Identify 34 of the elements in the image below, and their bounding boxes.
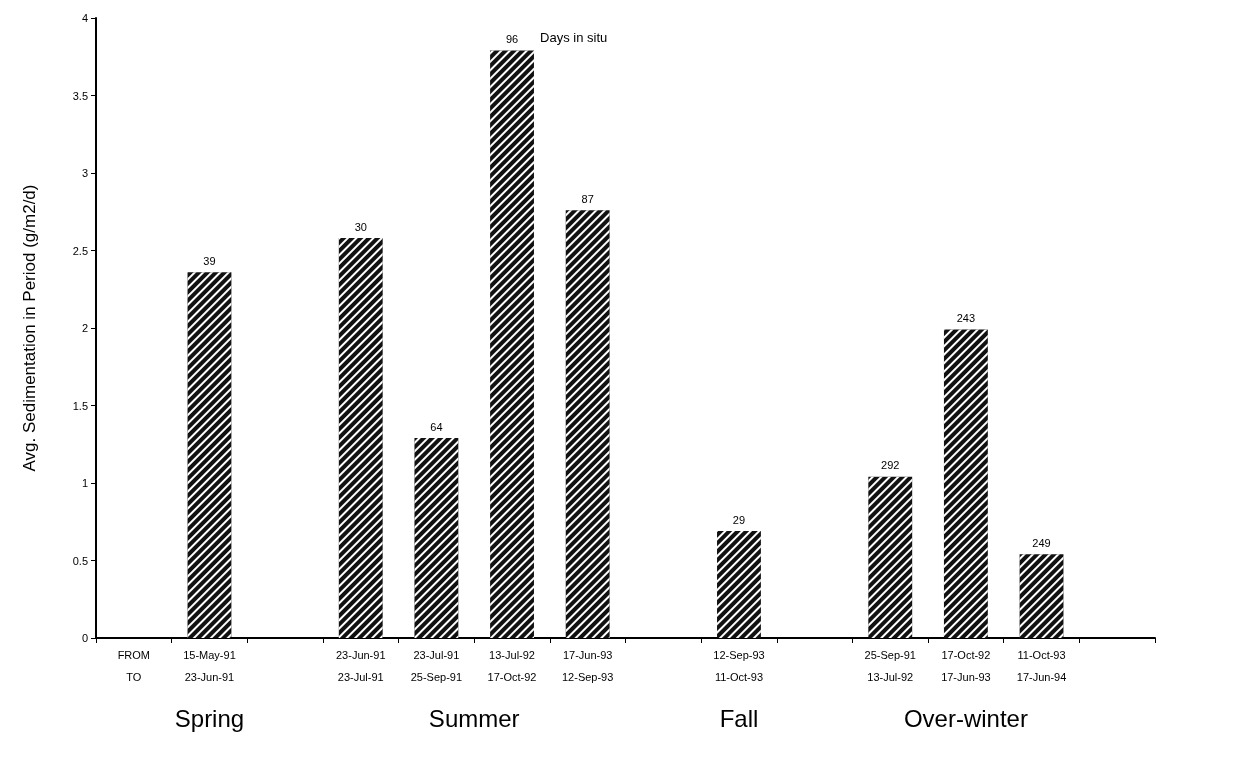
- y-tick-label: 3: [81, 167, 88, 179]
- annotation: 39: [203, 254, 216, 267]
- text: Summer: [428, 704, 520, 732]
- text: Over-winter: [903, 704, 1028, 732]
- x-tick-label: 23-Jun-91 23-Jul-91: [335, 649, 386, 683]
- x-tick-label: 17-Jun-93 12-Sep-93: [561, 649, 614, 683]
- annotation: Days in situ: [540, 30, 608, 46]
- annotation: 30: [354, 220, 367, 233]
- y-tick-label: 2: [81, 322, 88, 334]
- annotation: 249: [1032, 536, 1051, 549]
- y-tick-label: 0.5: [72, 554, 88, 567]
- x-tick-label: 17-Oct-92 17-Jun-93: [941, 649, 991, 683]
- annotation: 243: [956, 312, 976, 325]
- y-tick-label: 1.5: [72, 399, 88, 412]
- annotation: 87: [581, 192, 594, 205]
- y-tick-label: 3.5: [72, 89, 88, 102]
- annotation: 96: [505, 33, 519, 46]
- y-tick-label: 0: [81, 632, 88, 644]
- x-tick-label: 23-Jul-91 25-Sep-91: [410, 649, 463, 683]
- text: Fall: [719, 704, 759, 732]
- y-tick-label: 1: [81, 477, 88, 489]
- annotation: 29: [732, 513, 746, 526]
- text: Spring: [174, 704, 245, 732]
- x-tick-label: FROM TO: [117, 649, 151, 683]
- y-tick-label: 2.5: [72, 244, 88, 257]
- x-tick-label: 13-Jul-92 17-Oct-92: [487, 649, 537, 683]
- y-tick-label: 4: [81, 12, 88, 24]
- y-axis-title: Avg. Sedimentation in Period (g/m2/d): [20, 184, 39, 472]
- annotation: 64: [430, 420, 443, 433]
- x-tick-label: 25-Sep-91 13-Jul-92: [864, 649, 916, 683]
- x-tick-label: 15-May-91 23-Jun-91: [183, 649, 236, 683]
- x-tick-label: 11-Oct-93 17-Jun-94: [1016, 649, 1067, 683]
- x-tick-label: 12-Sep-93 11-Oct-93: [713, 649, 765, 683]
- annotation: 292: [881, 459, 900, 472]
